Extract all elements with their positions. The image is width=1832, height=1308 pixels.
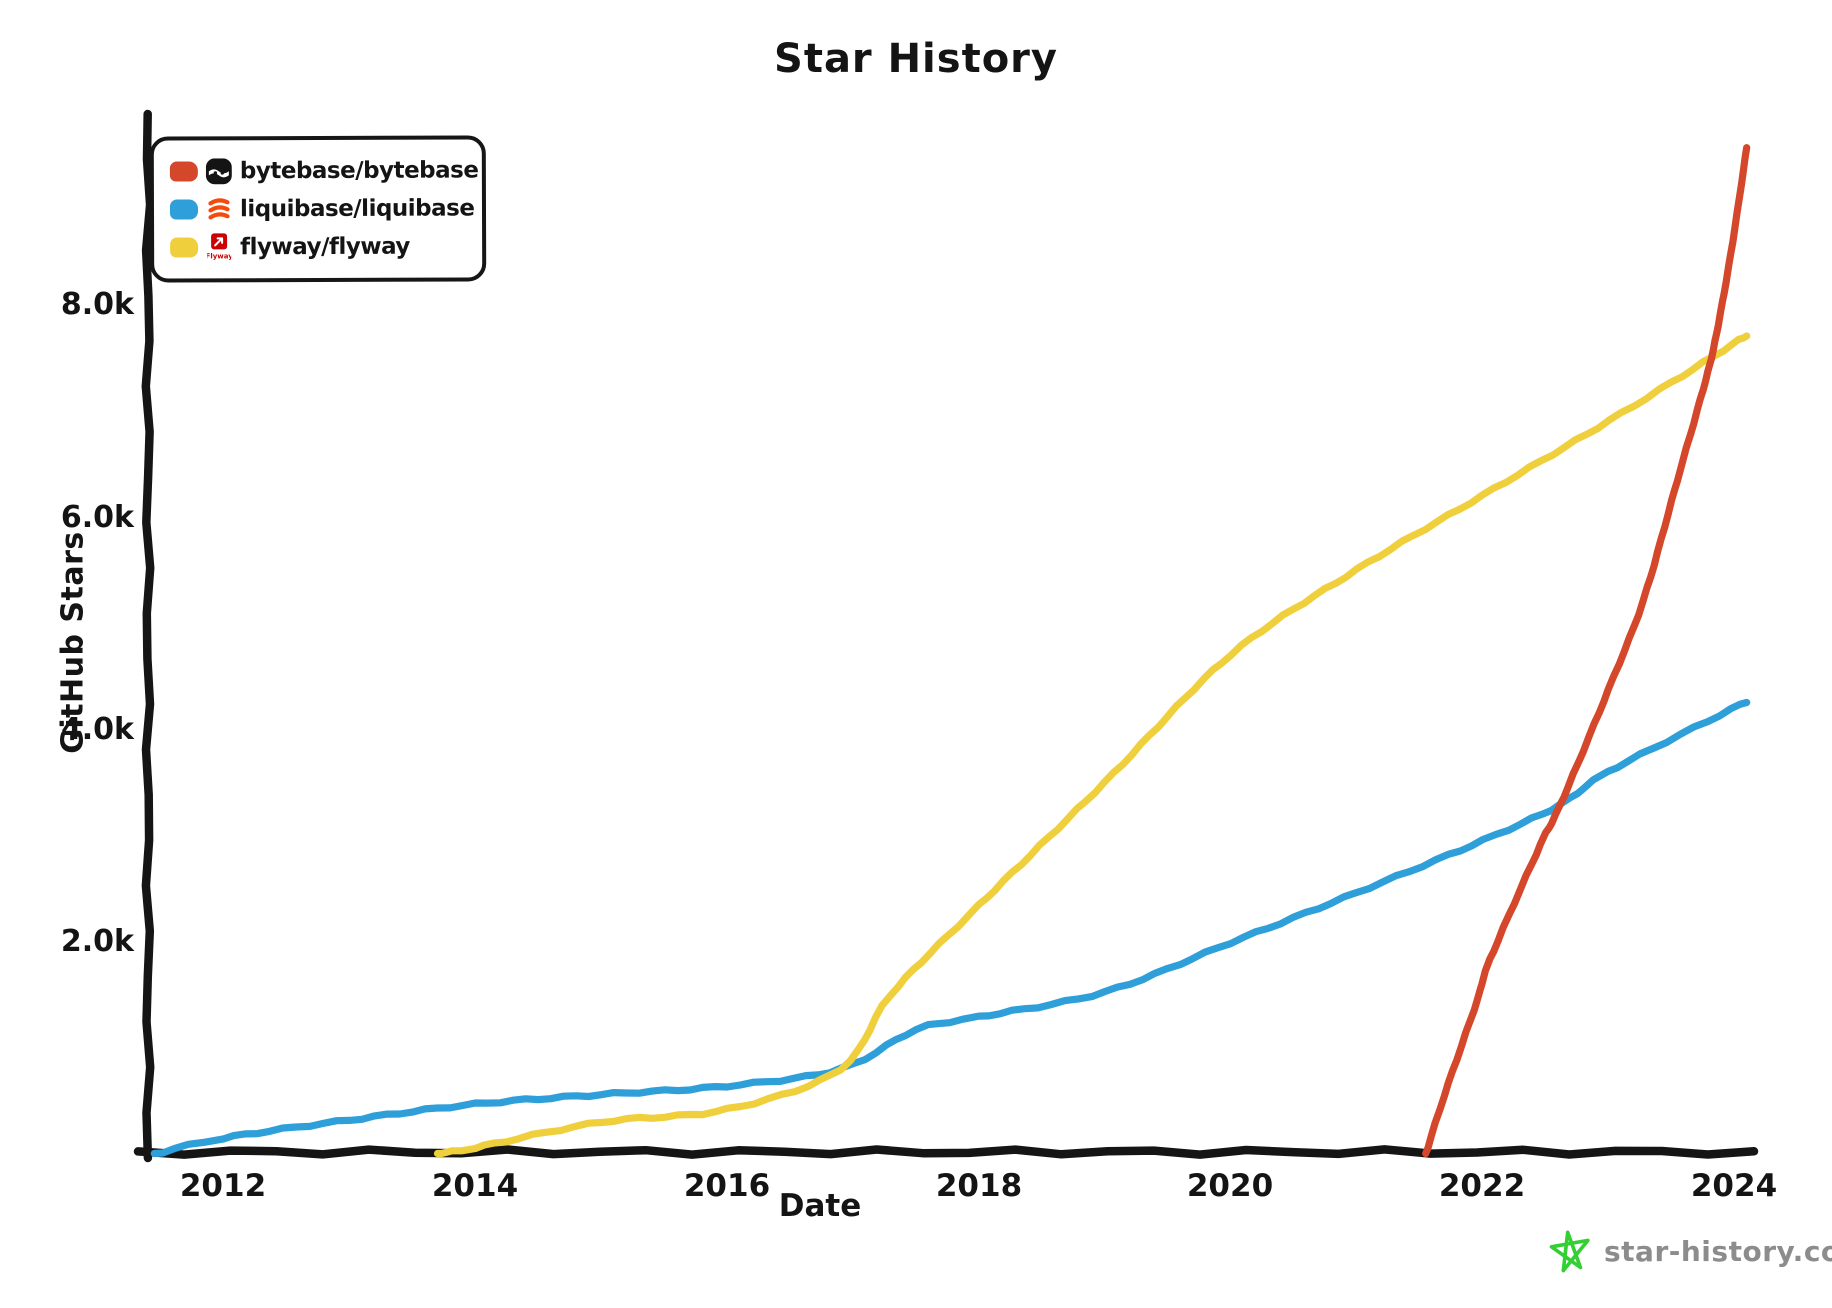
- x-axis-label: Date: [778, 1188, 862, 1224]
- legend-item-flyway: Flyway flyway/flyway: [170, 227, 472, 266]
- legend: bytebase/bytebase liquibase/liquibase: [149, 135, 487, 283]
- x-tick-2012: 2012: [179, 1168, 267, 1204]
- x-tick-2018: 2018: [935, 1168, 1023, 1204]
- series-line-flyway: [433, 332, 1751, 1158]
- svg-text:Flyway: Flyway: [207, 252, 231, 260]
- flyway-logo-icon: Flyway: [206, 232, 232, 262]
- bytebase-color-swatch: [169, 161, 198, 182]
- flyway-color-swatch: [170, 237, 199, 258]
- x-tick-2016: 2016: [683, 1168, 771, 1204]
- brand-text[interactable]: star-history.com: [1604, 1234, 1832, 1268]
- x-tick-2014: 2014: [431, 1168, 519, 1204]
- legend-label: flyway/flyway: [240, 233, 410, 261]
- x-axis-line: [133, 1145, 1759, 1159]
- y-tick-2k: 2.0k: [60, 924, 134, 959]
- chart-title: Star History: [774, 36, 1058, 82]
- y-tick-4k: 4.0k: [60, 712, 134, 747]
- legend-label: liquibase/liquibase: [239, 195, 475, 223]
- bytebase-logo-icon: [205, 156, 232, 186]
- y-axis-label: GitHub Stars: [55, 531, 91, 754]
- y-axis-line: [141, 109, 155, 1163]
- x-tick-2020: 2020: [1186, 1168, 1274, 1204]
- legend-label: bytebase/bytebase: [239, 157, 479, 185]
- legend-item-liquibase: liquibase/liquibase: [169, 189, 475, 228]
- x-tick-2022: 2022: [1438, 1168, 1526, 1204]
- footer-brand[interactable]: star-history.com: [1548, 1228, 1832, 1274]
- green-star-icon: [1549, 1230, 1590, 1273]
- y-tick-6k: 6.0k: [60, 500, 134, 535]
- liquibase-color-swatch: [169, 199, 199, 220]
- y-tick-8k: 8.0k: [60, 287, 134, 322]
- series-line-bytebase: [1422, 144, 1751, 1158]
- series-line-liquibase: [150, 698, 1751, 1158]
- legend-item-bytebase: bytebase/bytebase: [169, 151, 478, 190]
- x-tick-2024: 2024: [1690, 1168, 1778, 1204]
- liquibase-logo-icon: [206, 194, 232, 224]
